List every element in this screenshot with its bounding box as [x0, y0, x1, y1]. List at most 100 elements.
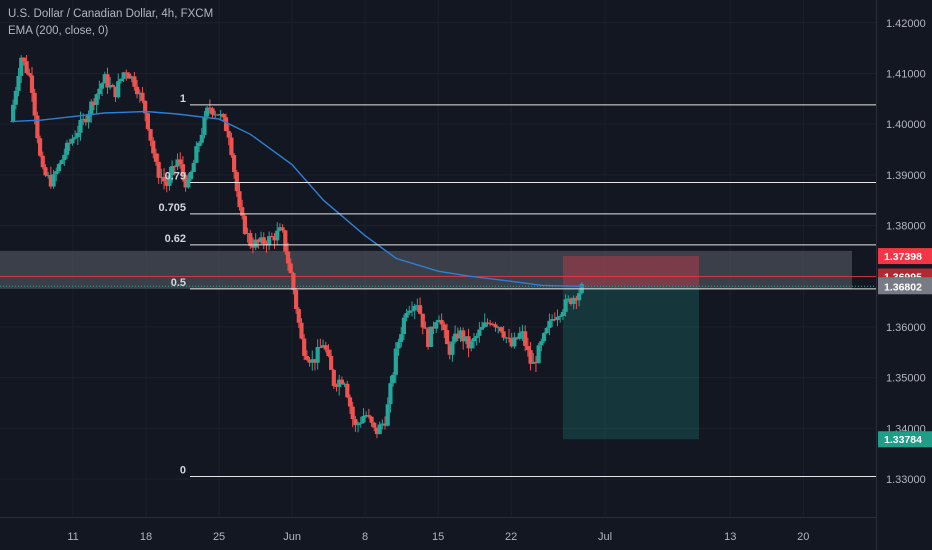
- candle-up: [412, 306, 417, 311]
- candle-up: [19, 57, 24, 76]
- candle-down: [431, 326, 436, 329]
- candle-down: [372, 422, 377, 428]
- candle-up: [399, 334, 404, 343]
- symbol-title[interactable]: U.S. Dollar / Canadian Dollar, 4h, FXCM: [8, 8, 214, 20]
- candle-up: [116, 81, 121, 98]
- candle-up: [320, 345, 326, 348]
- candle-down: [490, 323, 495, 325]
- candle-up: [355, 423, 361, 426]
- candle-down: [291, 273, 296, 291]
- candle-down: [210, 108, 215, 115]
- candle-up: [576, 293, 582, 301]
- candle-down: [180, 164, 185, 176]
- candle-up: [196, 142, 202, 147]
- candle-down: [207, 107, 212, 109]
- candle-down: [67, 142, 72, 144]
- candle-down: [326, 349, 331, 357]
- candle-up: [13, 90, 18, 105]
- candle-down: [223, 117, 229, 132]
- candle-up: [471, 338, 477, 342]
- price-tag: [878, 248, 932, 265]
- candle-down: [256, 239, 261, 243]
- candle-down: [237, 191, 242, 208]
- candle-down: [240, 207, 245, 216]
- ema-line: [10, 110, 585, 288]
- candle-up: [566, 298, 571, 300]
- time-tick-label: 13: [724, 531, 736, 543]
- candle-down: [21, 57, 26, 62]
- candle-down: [382, 423, 388, 426]
- candles: [11, 55, 584, 439]
- candle-up: [474, 335, 479, 339]
- price-tag-label: 1.36802: [884, 281, 922, 293]
- indicator-title[interactable]: EMA (200, close, 0): [8, 25, 109, 37]
- candle-down: [105, 74, 110, 88]
- price-axis[interactable]: 1.420001.410001.400001.390001.380001.370…: [876, 0, 932, 550]
- candle-up: [512, 337, 517, 347]
- candle-up: [194, 146, 199, 163]
- candle-up: [75, 132, 80, 138]
- candle-down: [37, 138, 43, 156]
- candle-down: [312, 359, 318, 363]
- chart-legend: U.S. Dollar / Canadian Dollar, 4h, FXCM …: [8, 6, 213, 40]
- resistance-zone: [0, 250, 852, 289]
- fib-level-label: 0.5: [171, 277, 186, 289]
- candle-up: [99, 83, 105, 89]
- time-tick-label: 15: [432, 531, 444, 543]
- candle-down: [417, 305, 423, 314]
- candle-down: [294, 290, 299, 309]
- candle-up: [536, 345, 541, 364]
- candle-down: [285, 251, 291, 264]
- candle-down: [229, 137, 234, 156]
- fib-level-label: 0.62: [165, 233, 186, 245]
- candle-up: [482, 322, 487, 327]
- fib-retracement[interactable]: 1 0.79 0.705 0.62 0.5 0: [158, 93, 876, 477]
- time-tick-label: 18: [140, 531, 152, 543]
- candle-up: [186, 179, 191, 188]
- candle-down: [525, 345, 530, 351]
- candle-down: [148, 129, 153, 141]
- candle-up: [11, 104, 16, 122]
- price-tick-label: 1.42000: [886, 18, 926, 30]
- candle-down: [426, 328, 431, 347]
- candle-down: [455, 333, 460, 339]
- candle-down: [533, 361, 539, 364]
- candle-down: [283, 230, 288, 252]
- candle-down: [151, 140, 156, 154]
- candle-down: [132, 76, 137, 87]
- candle-down: [514, 337, 520, 339]
- price-tick-label: 1.40000: [886, 119, 926, 131]
- price-tick-label: 1.33000: [886, 474, 926, 486]
- candle-up: [409, 310, 415, 312]
- candle-down: [323, 345, 328, 350]
- candle-up: [258, 237, 264, 243]
- time-tick-label: 25: [213, 531, 225, 543]
- price-tag-label: 1.37398: [884, 251, 922, 263]
- candle-up: [267, 236, 272, 246]
- time-axis-bg: [0, 517, 876, 550]
- time-axis[interactable]: 11 18 25 Jun 8 15 22 Jul 13 20: [0, 517, 876, 550]
- candle-up: [277, 227, 283, 231]
- candle-down: [124, 72, 129, 74]
- candle-down: [232, 155, 237, 173]
- candle-up: [555, 316, 560, 321]
- candle-down: [242, 215, 247, 234]
- candle-up: [496, 327, 501, 329]
- candle-up: [56, 164, 62, 172]
- candle-up: [59, 160, 64, 165]
- candle-down: [110, 85, 115, 87]
- candle-down: [126, 73, 132, 79]
- candle-down: [29, 75, 35, 93]
- zones: [0, 250, 876, 440]
- candle-up: [94, 94, 99, 105]
- candle-down: [183, 175, 188, 188]
- candle-down: [420, 313, 425, 328]
- candle-down: [307, 359, 312, 363]
- candle-up: [393, 348, 398, 375]
- candle-down: [345, 383, 350, 398]
- time-tick-label: 22: [505, 531, 517, 543]
- candle-up: [377, 424, 382, 435]
- candle-down: [509, 338, 514, 347]
- candle-up: [170, 166, 175, 176]
